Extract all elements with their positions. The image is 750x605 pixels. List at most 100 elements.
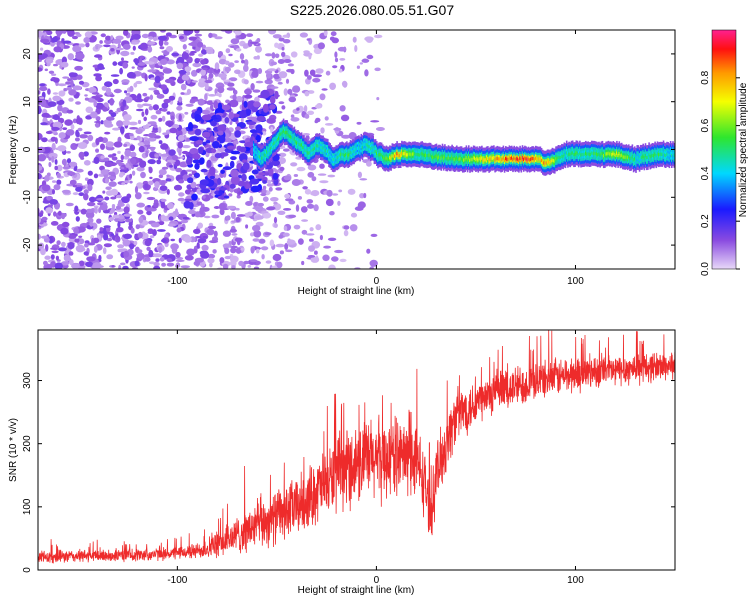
heatmap-cell [197,41,204,48]
heatmap-cell [569,153,572,157]
heatmap-cell [404,152,407,156]
heatmap-cell [137,209,144,215]
heatmap-cell [430,155,433,159]
heatmap-cell [307,110,315,116]
heatmap-cell [645,155,648,160]
heatmap-cell [129,127,139,130]
heatmap-cell [222,243,231,249]
x-tick-label: 100 [567,276,584,287]
heatmap-cell [571,151,574,155]
heatmap-cell [222,230,231,237]
heatmap-cell [178,69,187,75]
heatmap-cell [61,221,70,228]
heatmap-cell [592,151,594,155]
heatmap-cell [150,147,155,152]
heatmap-cell [378,153,380,157]
heatmap-cell [39,96,45,100]
heatmap-cell [147,137,157,142]
heatmap-cell [301,229,308,235]
heatmap-cell [357,171,362,178]
heatmap-cell [266,117,276,124]
heatmap-cell [240,117,244,123]
heatmap-cell [264,79,273,85]
heatmap-cell [156,93,165,99]
heatmap-cell [110,112,117,118]
heatmap-cell [66,86,73,91]
heatmap-cell [249,259,258,263]
heatmap-cell [93,156,100,164]
heatmap-cell [153,199,159,204]
heatmap-cell [72,184,78,188]
snr-frame [37,329,676,571]
heatmap-cell [121,120,131,126]
heatmap-cell [276,261,283,269]
heatmap-cell [147,69,157,73]
heatmap-cell [150,222,160,228]
heatmap-cell [136,202,145,208]
heatmap-cell [47,204,54,208]
heatmap-cell [544,161,546,165]
heatmap-cell [137,142,146,147]
heatmap-cell [232,94,237,101]
heatmap-cell [226,205,236,210]
heatmap-cell [302,186,308,190]
heatmap-cell [192,45,196,50]
heatmap-cell [86,256,96,262]
heatmap-cell [62,127,68,130]
heatmap-cell [66,158,72,164]
heatmap-cell [197,238,207,244]
heatmap-cell [93,205,99,209]
heatmap-cell [178,35,185,40]
heatmap-cell [213,230,218,238]
heatmap-cell [192,153,201,160]
heatmap-cell [135,224,140,230]
heatmap-cell [168,149,176,156]
heatmap-cell [121,57,124,62]
heatmap-cell [171,52,180,57]
heatmap-cell [508,156,511,160]
heatmap-cell [38,132,43,141]
heatmap-cell [526,158,529,162]
heatmap-cell [366,143,369,147]
heatmap-cell [304,148,306,152]
heatmap-cell [138,216,144,224]
heatmap-cell [323,30,328,37]
heatmap-cell [224,66,231,72]
heatmap-cell [45,58,54,64]
heatmap-cell [83,131,92,135]
heatmap-cell [253,56,259,60]
heatmap-cell [165,178,172,182]
heatmap-cell [478,157,481,161]
heatmap-cell [637,156,640,160]
heatmap-cell [407,153,409,157]
heatmap-cell [472,156,475,160]
heatmap-cell [271,52,276,59]
heatmap-cell [178,113,182,122]
heatmap-cell [138,145,145,153]
heatmap-cell [61,38,65,42]
heatmap-cell [307,203,315,209]
heatmap-cell [634,157,636,161]
heatmap-cell [477,158,480,162]
heatmap-cell [362,143,365,147]
heatmap-cell [137,249,143,254]
heatmap-cell [268,148,271,152]
heatmap-cell [99,230,104,234]
heatmap-cell [456,156,458,160]
heatmap-cell [502,156,505,160]
snr-y-label: SNR (10 * v/v) [8,418,19,482]
heatmap-cell [194,33,203,37]
heatmap-cell [506,157,508,161]
heatmap-cell [135,108,144,112]
heatmap-cell [75,186,83,192]
heatmap-cell [444,154,446,159]
heatmap-cell [244,141,254,148]
heatmap-cell [324,149,327,153]
heatmap-cell [440,156,443,160]
heatmap-cell [315,104,322,109]
heatmap-cell [110,35,114,40]
heatmap-cell [269,104,276,110]
heatmap-cell [43,260,48,266]
heatmap-cell [636,155,638,160]
heatmap-cell [377,154,379,158]
